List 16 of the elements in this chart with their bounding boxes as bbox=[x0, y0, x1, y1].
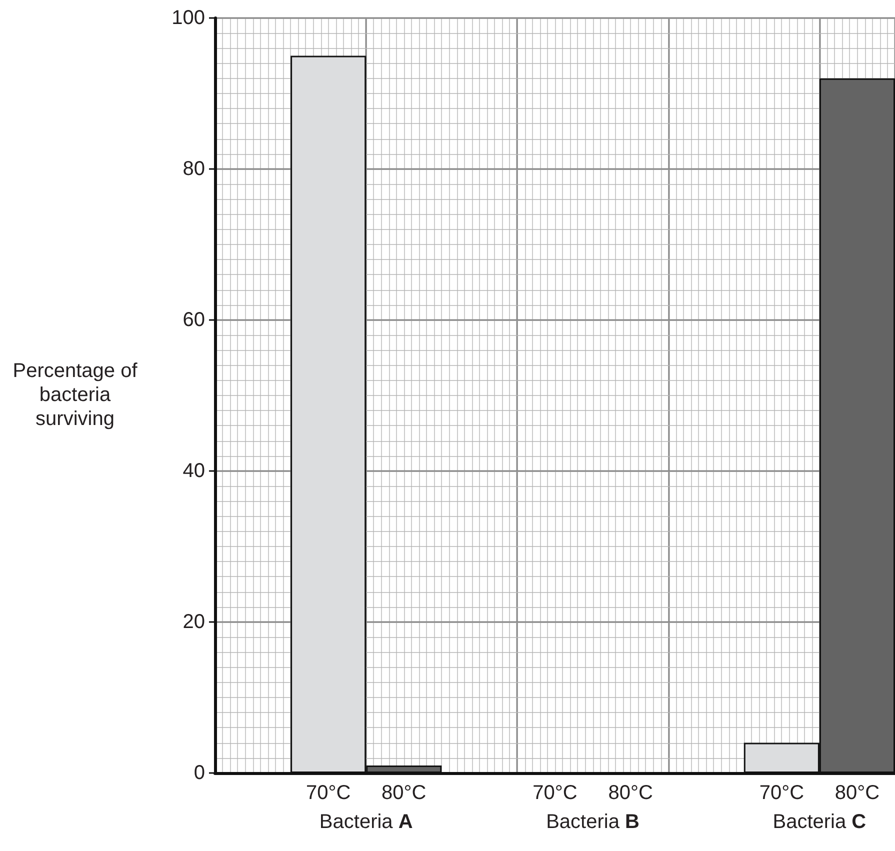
x-tick-label: 80°C bbox=[382, 782, 426, 804]
x-tick-label: 80°C bbox=[608, 782, 653, 804]
x-tick-label: 70°C bbox=[306, 782, 351, 804]
text: Bacteria A bbox=[319, 811, 413, 833]
y-axis-title: Percentage of bacteria surviving bbox=[12, 360, 138, 430]
text: Bacteria C bbox=[772, 811, 866, 833]
y-tick-label: 0 bbox=[194, 762, 205, 784]
x-tick-label: 80°C bbox=[834, 782, 880, 804]
y-tick-label: 100 bbox=[172, 7, 205, 29]
y-tick-label: 40 bbox=[182, 460, 205, 482]
x-tick-label: 70°C bbox=[532, 782, 578, 804]
y-tick-label: 80 bbox=[182, 158, 205, 180]
y-tick-label: 60 bbox=[182, 309, 205, 331]
y-tick-label: 20 bbox=[182, 611, 205, 633]
text: Bacteria B bbox=[546, 811, 640, 833]
x-tick-label: 70°C bbox=[759, 782, 804, 804]
